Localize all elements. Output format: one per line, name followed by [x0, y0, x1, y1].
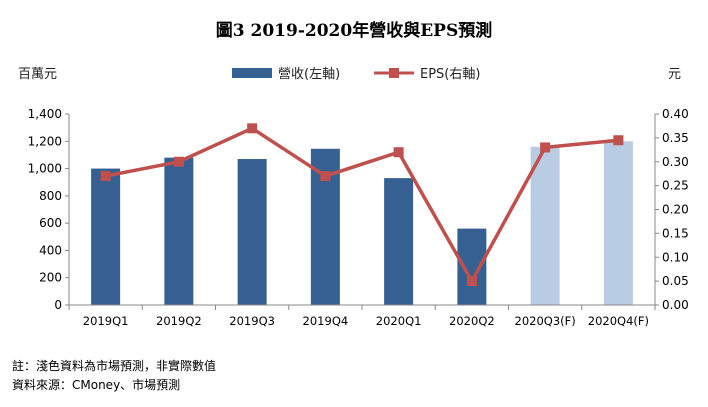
right-tick-label: 0.00: [662, 298, 689, 312]
eps-point: [320, 171, 331, 182]
eps-line: [105, 126, 619, 283]
revenue-bar: [603, 141, 633, 305]
legend-eps-marker: [389, 68, 399, 78]
eps-point: [247, 123, 258, 134]
eps-point: [540, 142, 551, 153]
left-tick-label: 1,200: [28, 134, 62, 148]
eps-point: [393, 147, 404, 158]
legend: 營收(左軸) EPS(右軸): [232, 67, 480, 82]
x-tick-label: 2019Q3: [229, 314, 275, 328]
revenue-bar: [237, 159, 267, 305]
revenue-bar: [530, 146, 560, 305]
forecast-note: 註：淺色資料為市場預測，非實際數值: [12, 359, 217, 373]
eps-point: [613, 135, 624, 146]
left-tick-label: 1,400: [28, 107, 62, 121]
x-tick-label: 2020Q4(F): [588, 314, 649, 328]
eps-series: [100, 123, 624, 287]
right-tick-label: 0.35: [662, 131, 689, 145]
source-note: 資料來源：CMoney、市場預測: [12, 378, 181, 392]
x-tick-label: 2019Q2: [156, 314, 202, 328]
tick-labels: 0 200 400 600 800 1,000 1,200 1,400 0.00 0.05 0.10…: [28, 107, 689, 328]
legend-revenue-swatch: [232, 68, 272, 78]
chart-title: 圖3 2019-2020年營收與EPS預測: [216, 20, 492, 41]
x-tick-label: 2020Q1: [376, 314, 422, 328]
left-tick-label: 200: [39, 271, 62, 285]
right-tick-label: 0.25: [662, 179, 689, 193]
left-tick-label: 400: [39, 243, 62, 257]
left-tick-label: 600: [39, 216, 62, 230]
revenue-bar: [384, 178, 414, 305]
right-tick-label: 0.30: [662, 155, 689, 169]
right-tick-label: 0.40: [662, 107, 689, 121]
x-tick-label: 2019Q1: [83, 314, 129, 328]
right-tick-label: 0.15: [662, 226, 689, 240]
x-tick-label: 2019Q4: [303, 314, 349, 328]
eps-point: [100, 171, 111, 182]
legend-revenue-label: 營收(左軸): [278, 67, 340, 82]
right-tick-label: 0.10: [662, 250, 689, 264]
eps-point: [466, 276, 477, 287]
axes: [65, 113, 659, 310]
eps-point: [173, 156, 184, 167]
right-tick-label: 0.05: [662, 274, 689, 288]
right-tick-label: 0.20: [662, 203, 689, 217]
left-tick-label: 800: [39, 189, 62, 203]
x-tick-label: 2020Q3(F): [515, 314, 576, 328]
left-tick-label: 1,000: [28, 162, 62, 176]
right-axis-unit: 元: [668, 67, 681, 82]
legend-eps-label: EPS(右軸): [420, 67, 480, 82]
revenue-bar: [164, 157, 194, 305]
x-tick-label: 2020Q2: [449, 314, 495, 328]
left-tick-label: 0: [54, 298, 62, 312]
revenue-bar: [91, 168, 121, 305]
left-axis-unit: 百萬元: [18, 67, 57, 82]
